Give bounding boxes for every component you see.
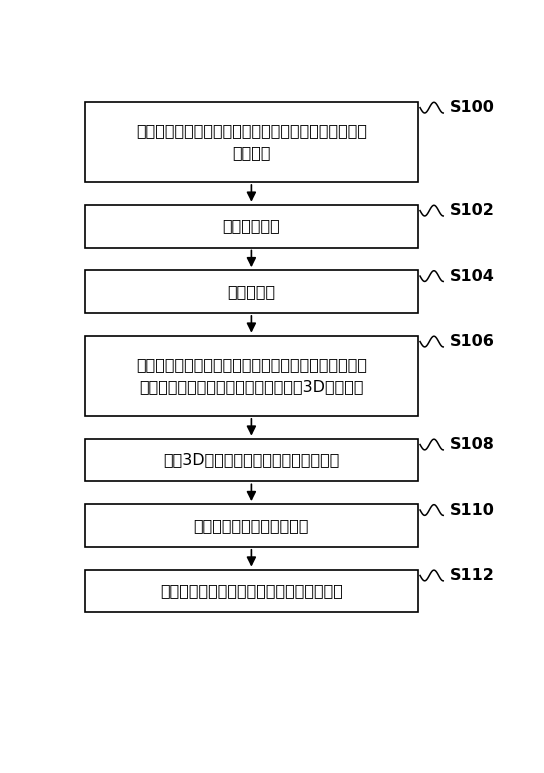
Text: S102: S102 — [449, 203, 494, 218]
Text: 对插值的可展曲面进行展开: 对插值的可展曲面进行展开 — [194, 518, 309, 533]
Bar — [85, 102, 418, 182]
Text: 对相机内、外参数进行标定，并计算结构激光线所在的
平面方程: 对相机内、外参数进行标定，并计算结构激光线所在的 平面方程 — [136, 123, 367, 161]
Text: S104: S104 — [449, 268, 494, 284]
Text: S108: S108 — [449, 437, 494, 452]
Text: S106: S106 — [449, 334, 494, 349]
Bar — [85, 205, 418, 247]
Bar — [85, 335, 418, 416]
Text: 根据3D页面准线，对可展曲面进行插值: 根据3D页面准线，对可展曲面进行插值 — [163, 452, 339, 468]
Bar — [85, 504, 418, 547]
Text: 获取文档图像: 获取文档图像 — [222, 219, 280, 233]
Text: S100: S100 — [449, 100, 494, 115]
Text: S110: S110 — [449, 502, 494, 517]
Text: 根据展开的可展曲面，对图像畸变进行矫正: 根据展开的可展曲面，对图像畸变进行矫正 — [160, 584, 343, 598]
Bar — [85, 270, 418, 313]
Text: S112: S112 — [449, 568, 494, 583]
Bar — [85, 438, 418, 482]
Text: 根据标定的相机内、外参数、结构激光线所在的平面方
程以及提取的激光线，估计文档图像的3D页面准线: 根据标定的相机内、外参数、结构激光线所在的平面方 程以及提取的激光线，估计文档图… — [136, 357, 367, 394]
Bar — [85, 570, 418, 612]
Text: 提取激光线: 提取激光线 — [227, 284, 275, 299]
